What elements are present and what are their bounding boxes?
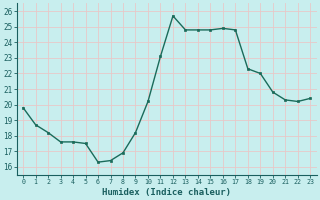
X-axis label: Humidex (Indice chaleur): Humidex (Indice chaleur) [102,188,231,197]
